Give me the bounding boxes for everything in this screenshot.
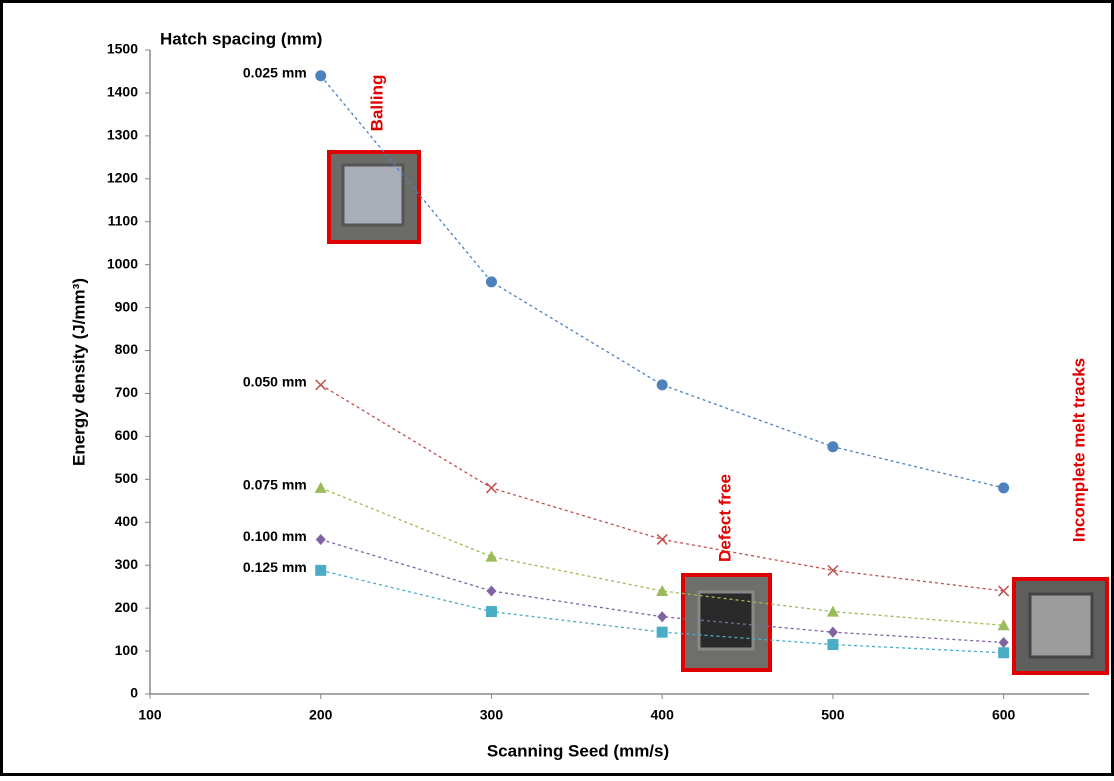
point bbox=[315, 70, 327, 82]
point bbox=[827, 441, 839, 453]
series-line bbox=[320, 384, 1004, 592]
point bbox=[485, 276, 497, 288]
point bbox=[485, 606, 497, 618]
point bbox=[656, 626, 668, 638]
point bbox=[656, 584, 669, 596]
sample-image bbox=[681, 573, 772, 672]
sample-image bbox=[1012, 577, 1109, 675]
y-tick-label: 1400 bbox=[107, 84, 138, 100]
point bbox=[657, 611, 668, 623]
x-tick-label: 400 bbox=[651, 707, 675, 723]
y-tick-label: 1200 bbox=[107, 170, 138, 186]
point bbox=[998, 647, 1010, 659]
point bbox=[827, 626, 838, 638]
y-tick-label: 800 bbox=[115, 341, 139, 357]
series-line bbox=[320, 487, 1004, 626]
sample-image bbox=[327, 150, 421, 244]
series-label: 0.025 mm bbox=[243, 64, 307, 80]
point bbox=[998, 636, 1009, 648]
x-tick-label: 100 bbox=[138, 707, 162, 723]
x-tick-label: 300 bbox=[480, 707, 504, 723]
series-label: 0.075 mm bbox=[243, 477, 307, 493]
x-axis-label: Scanning Seed (mm/s) bbox=[487, 741, 669, 760]
point bbox=[656, 533, 668, 545]
y-tick-label: 900 bbox=[115, 298, 139, 314]
annotation: Incomplete melt tracks bbox=[1069, 358, 1088, 542]
y-tick-label: 500 bbox=[115, 470, 139, 486]
point bbox=[997, 619, 1010, 631]
annotation: Defect free bbox=[715, 474, 734, 562]
point bbox=[315, 533, 326, 545]
y-tick-label: 200 bbox=[115, 599, 139, 615]
y-tick-label: 300 bbox=[115, 556, 139, 572]
y-tick-label: 1300 bbox=[107, 127, 138, 143]
x-tick-label: 200 bbox=[309, 707, 333, 723]
point bbox=[998, 482, 1010, 494]
y-tick-label: 1000 bbox=[107, 255, 138, 271]
point bbox=[486, 585, 497, 597]
y-tick-label: 600 bbox=[115, 427, 139, 443]
series-label: 0.125 mm bbox=[243, 559, 307, 575]
series-label: 0.050 mm bbox=[243, 374, 307, 390]
series-label: 0.100 mm bbox=[243, 528, 307, 544]
y-axis-label: Energy density (J/mm³) bbox=[69, 278, 88, 466]
annotation: Balling bbox=[367, 75, 386, 132]
point bbox=[998, 585, 1010, 597]
point bbox=[656, 379, 668, 391]
point bbox=[827, 639, 839, 651]
y-tick-label: 400 bbox=[115, 513, 139, 529]
point bbox=[315, 564, 327, 576]
point bbox=[827, 564, 839, 576]
x-tick-label: 600 bbox=[992, 707, 1016, 723]
y-tick-label: 100 bbox=[115, 642, 139, 658]
legend-title: Hatch spacing (mm) bbox=[160, 29, 322, 48]
y-tick-label: 1500 bbox=[107, 41, 138, 57]
point bbox=[314, 481, 327, 493]
point bbox=[315, 379, 327, 391]
y-tick-label: 700 bbox=[115, 384, 139, 400]
point bbox=[485, 550, 498, 562]
point bbox=[485, 482, 497, 494]
y-tick-label: 1100 bbox=[108, 212, 139, 228]
point bbox=[826, 605, 839, 617]
x-tick-label: 500 bbox=[821, 707, 845, 723]
y-tick-label: 0 bbox=[130, 685, 138, 701]
